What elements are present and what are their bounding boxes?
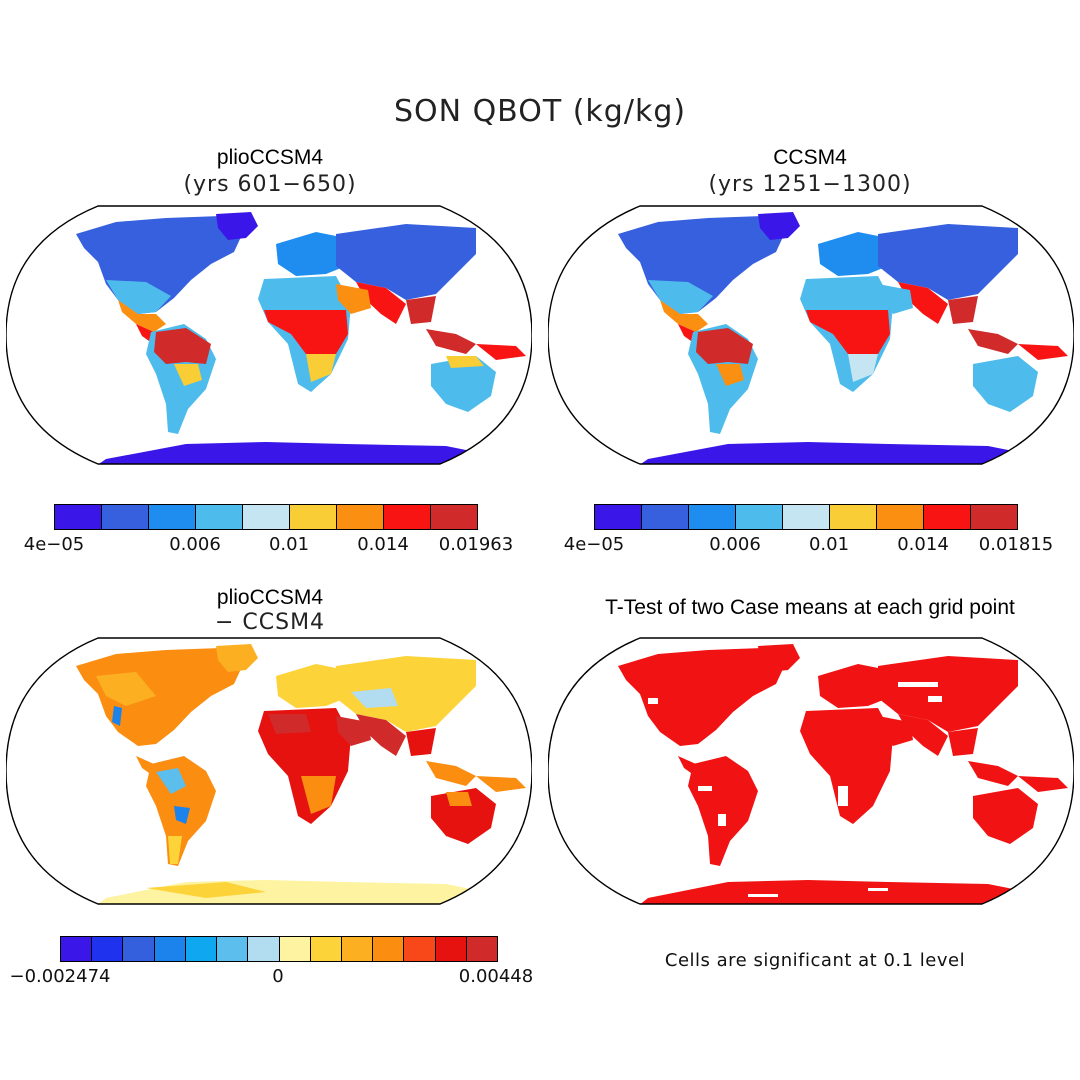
map-diff	[6, 637, 532, 905]
colorbar-ccsm-box-4	[783, 505, 830, 529]
panel-title-plio: plioCCSM4	[216, 146, 324, 169]
colorbar-plio-box-2	[149, 505, 196, 529]
colorbar-ccsm-label-min: 4e−05	[563, 534, 625, 555]
colorbar-diff-label-zero: 0	[272, 966, 284, 987]
panel-title-ttest: T-Test of two Case means at each grid po…	[605, 596, 1015, 619]
colorbar-diff-box-12	[435, 937, 467, 961]
colorbar-plio-label-3: 0.01	[268, 534, 310, 555]
colorbar-plio-box-0	[55, 505, 102, 529]
colorbar-diff-box-1	[92, 937, 124, 961]
colorbar-ccsm-box-5	[830, 505, 877, 529]
colorbar-ccsm-box-7	[924, 505, 971, 529]
colorbar-ccsm-box-8	[971, 505, 1017, 529]
colorbar-plio-label-min: 4e−05	[23, 534, 85, 555]
colorbar-diff-box-9	[341, 937, 374, 961]
panel-subtitle-diff: − CCSM4	[214, 610, 326, 635]
continent-asia	[336, 224, 476, 300]
colorbar-plio-box-1	[102, 505, 149, 529]
colorbar-ccsm-box-0	[595, 505, 642, 529]
colorbar-ccsm-label-2: 0.006	[709, 534, 761, 555]
colorbar-diff-box-0	[61, 937, 93, 961]
colorbar-ccsm-box-6	[877, 505, 924, 529]
panel-subtitle-ccsm: (yrs 1251−1300)	[708, 172, 912, 197]
significance-note: Cells are significant at 0.1 level	[664, 950, 966, 971]
colorbar-plio-box-5	[290, 505, 337, 529]
map-ccsm	[548, 205, 1074, 465]
colorbar-diff-label-max: 0.00448	[458, 966, 534, 987]
greenland	[216, 212, 258, 240]
panel-title-diff: plioCCSM4	[216, 586, 324, 609]
colorbar-plio-box-3	[196, 505, 243, 529]
colorbar-ccsm-box-3	[736, 505, 783, 529]
colorbar-diff-box-6	[248, 937, 280, 961]
colorbar-plio-box-8	[431, 505, 477, 529]
colorbar-ccsm-box-1	[642, 505, 689, 529]
colorbar-diff-box-3	[154, 937, 186, 961]
colorbar-ccsm-box-2	[689, 505, 736, 529]
colorbar-plio-box-6	[337, 505, 384, 529]
colorbar-ccsm-label-3: 0.01	[808, 534, 850, 555]
colorbar-diff-box-7	[279, 937, 311, 961]
colorbar-plio-label-2: 0.006	[169, 534, 221, 555]
panel-title-ccsm: CCSM4	[773, 146, 847, 169]
colorbar-plio	[54, 504, 478, 530]
continent-australia	[431, 356, 496, 412]
colorbar-ccsm	[594, 504, 1018, 530]
colorbar-diff-box-8	[310, 937, 342, 961]
colorbar-diff-box-4	[185, 937, 218, 961]
colorbar-diff-box-5	[217, 937, 249, 961]
continent-europe	[276, 232, 351, 276]
colorbar-diff-box-2	[123, 937, 155, 961]
panel-subtitle-plio: (yrs 601−650)	[183, 172, 357, 197]
colorbar-plio-box-7	[384, 505, 431, 529]
colorbar-diff	[60, 936, 498, 962]
map-plio	[6, 205, 532, 465]
colorbar-plio-label-4: 0.014	[357, 534, 409, 555]
colorbar-ccsm-label-max: 0.01815	[978, 534, 1054, 555]
colorbar-diff-label-min: −0.002474	[9, 966, 111, 987]
figure-title: SON QBOT (kg/kg)	[393, 94, 687, 129]
colorbar-plio-box-4	[243, 505, 290, 529]
colorbar-diff-box-11	[404, 937, 436, 961]
colorbar-plio-label-max: 0.01963	[438, 534, 514, 555]
continent-antarctica	[96, 442, 486, 464]
colorbar-diff-box-13	[466, 937, 498, 961]
colorbar-ccsm-label-4: 0.014	[897, 534, 949, 555]
map-ttest	[548, 637, 1074, 905]
colorbar-diff-box-10	[373, 937, 405, 961]
